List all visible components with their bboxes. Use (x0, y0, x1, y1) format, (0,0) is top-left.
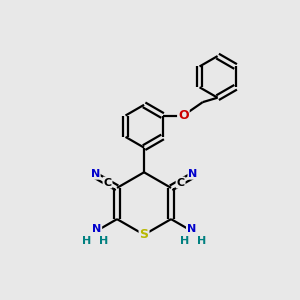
Text: N: N (91, 169, 100, 179)
Text: H: H (82, 236, 92, 246)
Text: O: O (178, 109, 189, 122)
Text: H: H (180, 236, 189, 246)
Text: H: H (99, 236, 108, 246)
Text: C: C (103, 178, 112, 188)
Text: N: N (187, 224, 196, 234)
Text: C: C (176, 178, 185, 188)
Text: N: N (92, 224, 101, 234)
Text: S: S (140, 228, 148, 241)
Text: H: H (197, 236, 206, 246)
Text: N: N (188, 169, 198, 179)
